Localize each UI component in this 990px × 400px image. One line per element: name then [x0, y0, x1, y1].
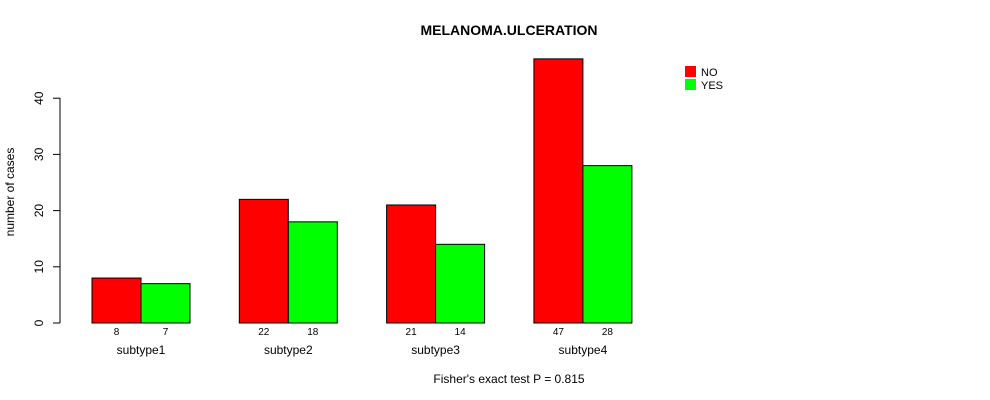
bar-value-label: 22	[258, 327, 270, 338]
y-tick-label: 0	[32, 319, 46, 326]
y-tick-label: 10	[32, 260, 46, 274]
bar-subtype4-no	[533, 58, 584, 324]
legend-swatch-yes	[685, 79, 696, 90]
chart-title: MELANOMA.ULCERATION	[420, 22, 597, 38]
y-axis-label: number of cases	[3, 148, 17, 237]
bar-subtype2-yes	[287, 221, 338, 324]
legend-label-yes: YES	[701, 80, 723, 92]
bars: 8 7 subtype1 22 18 subtype2 21 14 subtype3 47 28 su…	[91, 58, 633, 357]
bar-subtype3-yes	[435, 243, 486, 324]
bar-value-label: 7	[163, 327, 169, 338]
bar-value-label: 8	[114, 327, 120, 338]
y-tick-label: 20	[32, 204, 46, 218]
y-tick-label: 40	[32, 91, 46, 105]
x-tick-label: subtype3	[411, 343, 460, 357]
bar-subtype1-yes	[140, 283, 191, 324]
bar-subtype3-no	[386, 204, 437, 324]
bar-value-label: 21	[406, 327, 418, 338]
bar-subtype1-no	[91, 277, 142, 324]
bar-value-label: 47	[553, 327, 565, 338]
bar-subtype4-yes	[582, 165, 633, 324]
bar-subtype2-no	[238, 198, 289, 324]
legend-swatch-no	[685, 66, 696, 77]
x-axis-label: Fisher's exact test P = 0.815	[433, 372, 584, 386]
bar-value-label: 14	[455, 327, 467, 338]
y-tick-label: 30	[32, 147, 46, 161]
x-tick-label: subtype4	[559, 343, 608, 357]
legend-label-no: NO	[701, 67, 718, 79]
x-tick-label: subtype1	[117, 343, 166, 357]
x-tick-label: subtype2	[264, 343, 313, 357]
bar-value-label: 18	[307, 327, 319, 338]
y-axis-ticks: 0 10 20 30 40	[32, 91, 60, 326]
bar-value-label: 28	[602, 327, 614, 338]
